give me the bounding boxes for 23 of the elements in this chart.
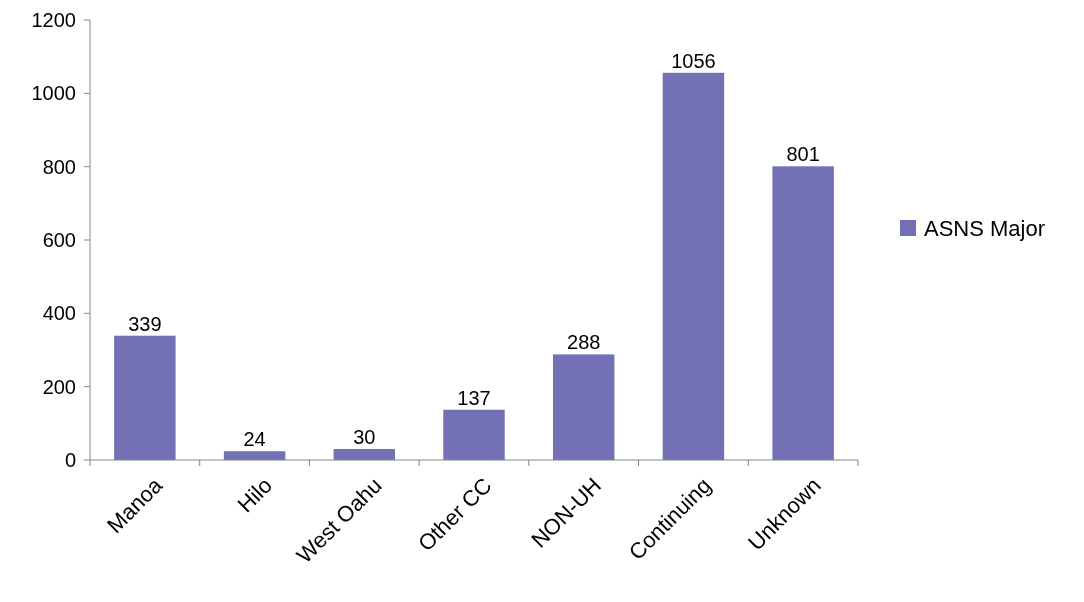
- y-tick-label: 600: [42, 229, 76, 251]
- data-label: 137: [457, 386, 491, 409]
- bar: [772, 166, 834, 460]
- x-tick-label: Hilo: [232, 472, 277, 518]
- bar: [333, 449, 396, 460]
- data-label: 288: [567, 331, 601, 354]
- data-label: 1056: [671, 49, 716, 72]
- bar: [443, 409, 505, 460]
- bar: [552, 354, 615, 460]
- y-tick-label: 0: [64, 449, 76, 471]
- y-tick-label: 800: [42, 155, 76, 178]
- data-label: 801: [786, 143, 820, 166]
- data-label: 339: [128, 312, 162, 335]
- y-tick-label: 1200: [31, 9, 76, 31]
- data-label: 30: [353, 426, 376, 448]
- y-tick-label: 400: [42, 302, 76, 325]
- bar: [114, 335, 176, 460]
- bar: [662, 72, 725, 460]
- legend-label: ASNS Major: [924, 215, 1046, 241]
- y-tick-label: 200: [42, 375, 76, 398]
- data-label: 24: [243, 428, 266, 451]
- y-tick-label: 1000: [31, 82, 76, 105]
- bar: [223, 451, 286, 460]
